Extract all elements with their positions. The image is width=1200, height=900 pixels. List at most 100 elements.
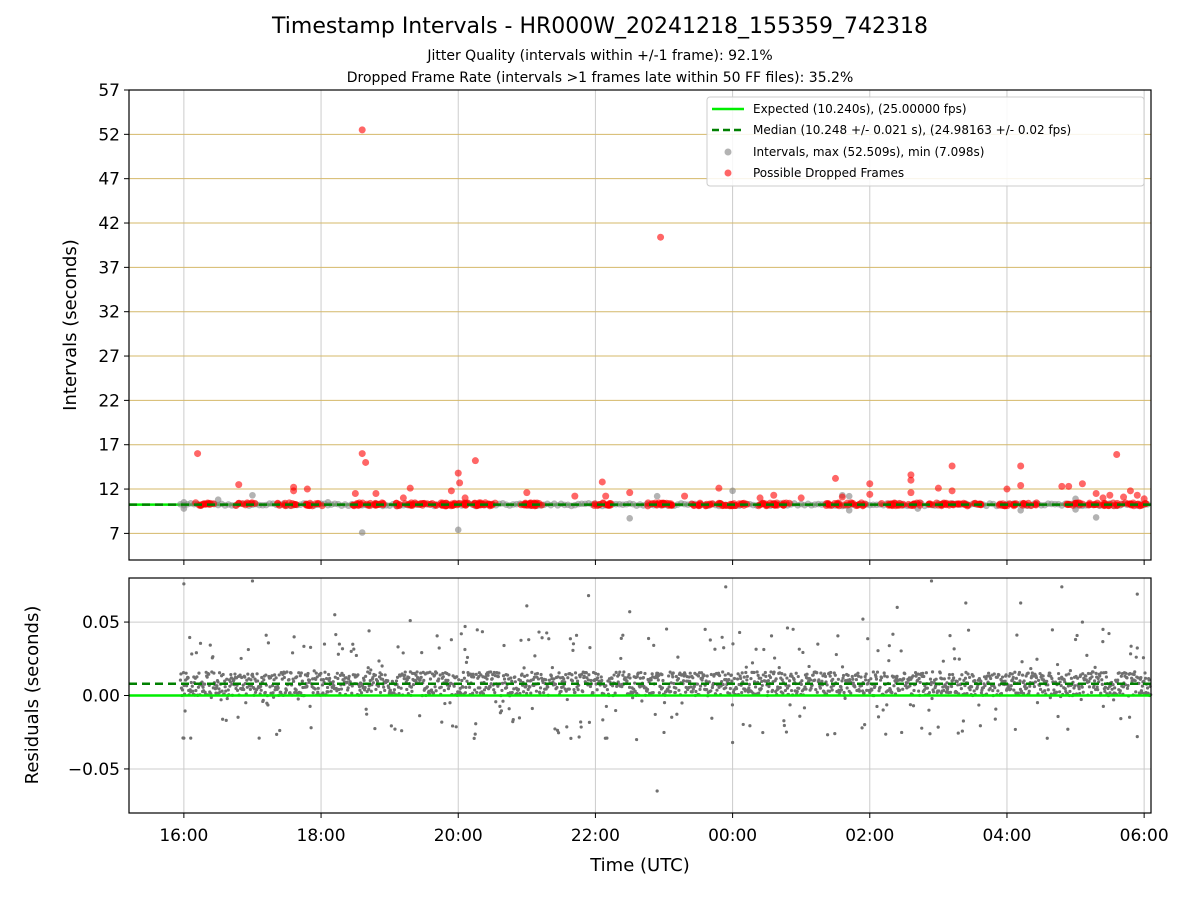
residual-point (940, 677, 944, 681)
residual-point (575, 679, 580, 683)
residual-point (985, 674, 989, 678)
residual-point (759, 686, 763, 691)
residual-point (957, 657, 961, 661)
residual-point (587, 720, 592, 724)
residual-point (438, 673, 442, 677)
residual-point (614, 708, 618, 713)
residual-point (1133, 670, 1137, 674)
residual-point (425, 685, 429, 689)
residual-point (581, 690, 585, 694)
residual-point (501, 674, 506, 678)
residual-outlier-point (929, 579, 934, 583)
residual-point (619, 656, 623, 661)
residual-point (1059, 683, 1063, 688)
residual-point (266, 703, 270, 707)
dropped-frame-outlier (907, 476, 915, 484)
residual-point (399, 686, 403, 690)
residual-point (217, 671, 222, 675)
residual-point (295, 675, 299, 679)
residual-point (911, 704, 916, 708)
residual-point (766, 690, 770, 694)
dropped-frame-point (942, 501, 950, 509)
residual-point (510, 679, 514, 683)
residual-point (588, 684, 593, 689)
residual-point (800, 679, 804, 683)
residual-point (233, 672, 237, 676)
residual-point (745, 674, 749, 679)
residual-outlier-point (1060, 585, 1064, 589)
xtick-label: 02:00 (845, 826, 894, 846)
residual-point (392, 688, 397, 692)
residual-point (468, 672, 473, 676)
residual-point (340, 647, 345, 651)
residual-point (754, 647, 758, 651)
residual-point (428, 670, 432, 674)
residual-point (734, 686, 739, 691)
residual-point (339, 687, 344, 691)
residual-point (622, 670, 626, 674)
residual-point (431, 691, 436, 695)
residual-point (736, 672, 740, 676)
residual-point (778, 685, 782, 690)
dropped-frame-point (590, 501, 598, 509)
residual-point (699, 671, 704, 675)
residual-point (574, 676, 578, 680)
residual-point (556, 731, 561, 735)
residual-point (732, 676, 737, 681)
residual-point (364, 707, 368, 711)
residual-point (1068, 669, 1073, 673)
residual-point (446, 686, 451, 691)
residual-point (189, 680, 193, 685)
dropped-frame-point (1137, 502, 1145, 510)
residual-point (289, 671, 293, 675)
top-ytick-label: 47 (98, 170, 120, 190)
residual-point (817, 678, 821, 682)
interval-outlier-point (845, 492, 853, 500)
residual-outlier-point (861, 617, 865, 621)
xtick-label: 20:00 (434, 826, 483, 846)
residual-point (552, 677, 556, 681)
residual-point (1099, 671, 1103, 675)
residual-point (1057, 676, 1061, 681)
residual-point (885, 703, 889, 707)
dropped-frame-outlier (770, 491, 778, 499)
residual-point (435, 671, 439, 675)
residual-point (411, 683, 416, 687)
residual-point (1137, 681, 1141, 685)
xtick-label: 22:00 (571, 826, 620, 846)
residual-point (1139, 675, 1143, 680)
residual-outlier-point (1080, 620, 1085, 624)
residual-point (836, 677, 840, 681)
residual-point (614, 670, 618, 675)
residual-point (1014, 676, 1018, 680)
residual-point (311, 691, 315, 695)
residual-point (834, 652, 838, 657)
residual-point (179, 672, 183, 676)
residual-point (572, 687, 576, 692)
residual-point (439, 685, 443, 689)
residual-point (797, 647, 801, 651)
residual-point (1020, 673, 1025, 677)
residual-point (972, 689, 976, 693)
residual-point (205, 675, 209, 679)
dropped-frame-outlier (907, 489, 915, 497)
residual-point (496, 684, 500, 688)
residual-point (387, 686, 391, 690)
residual-point (388, 688, 392, 692)
residual-point (782, 723, 786, 728)
residual-point (1048, 671, 1052, 675)
residual-point (461, 685, 465, 689)
residual-point (418, 678, 422, 682)
residual-point (815, 671, 819, 675)
x-axis-label: Time (UTC) (589, 855, 690, 876)
residual-outlier-point (250, 579, 255, 583)
residual-point (457, 678, 461, 682)
residual-point (840, 665, 845, 669)
residual-point (1013, 670, 1017, 674)
top-ytick-label: 12 (98, 480, 120, 500)
residual-point (978, 724, 982, 728)
residual-point (1045, 679, 1049, 683)
residual-point (433, 685, 437, 689)
residual-point (492, 688, 496, 692)
residual-point (997, 673, 1001, 677)
